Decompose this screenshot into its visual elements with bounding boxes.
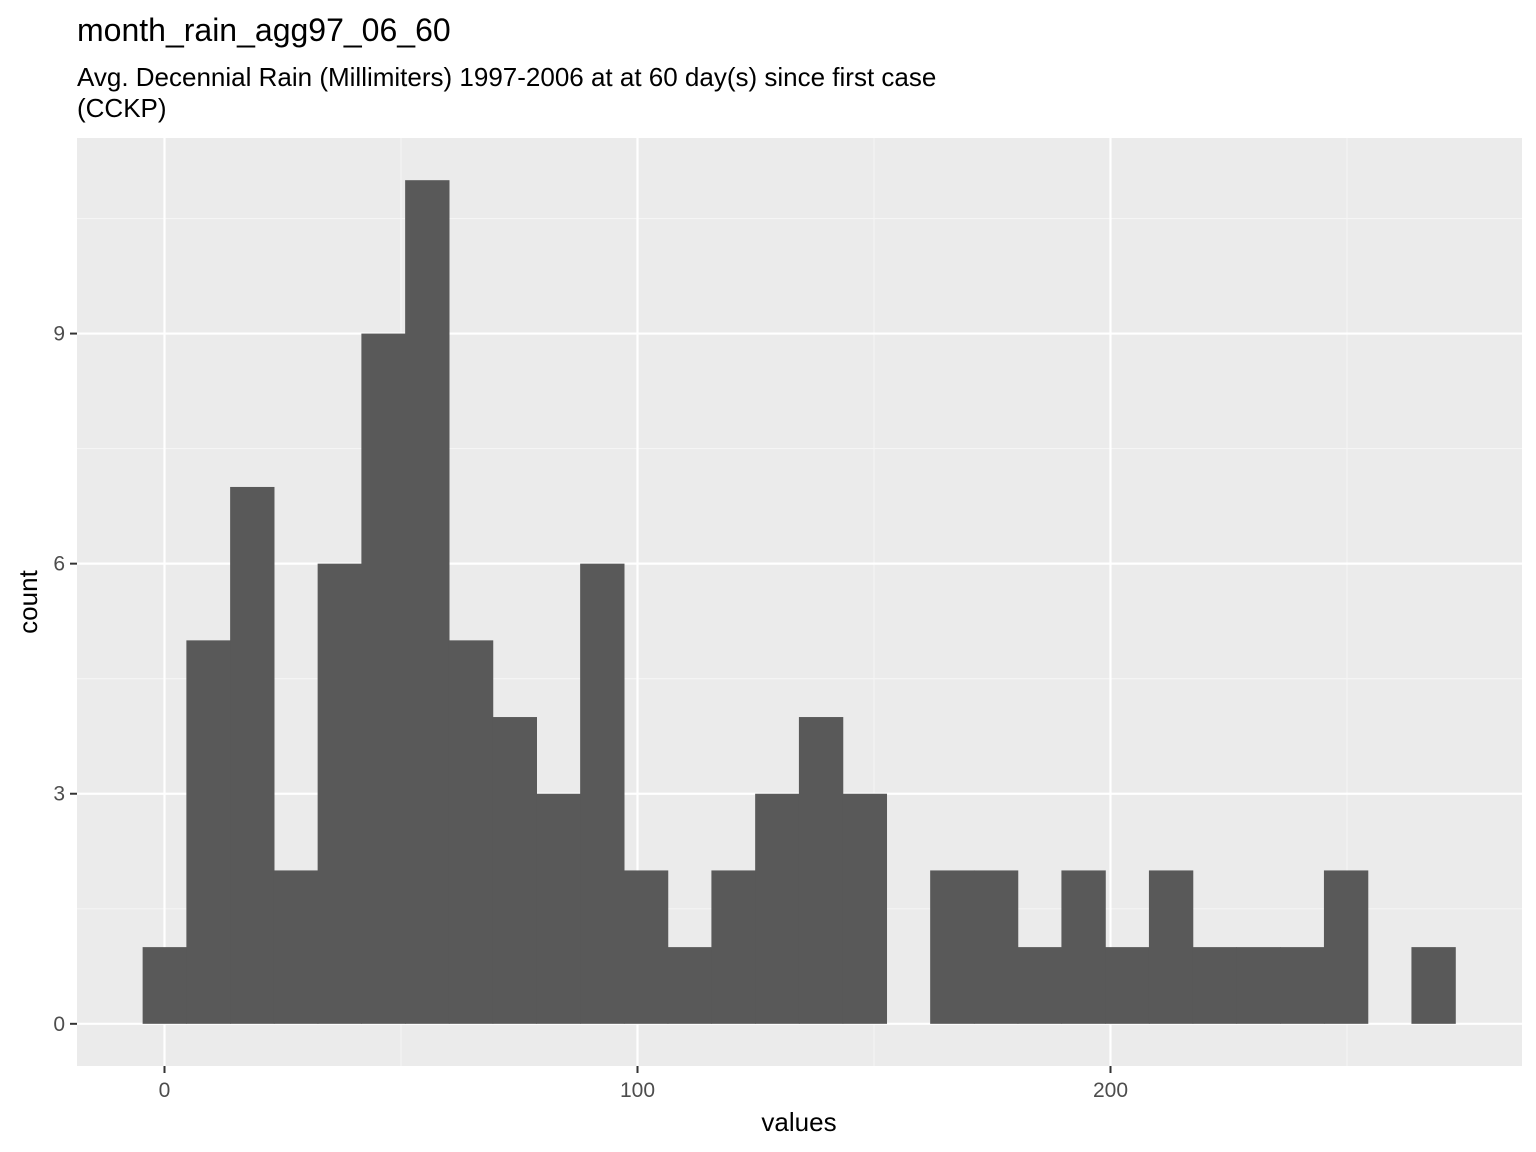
histogram-bar-3	[273, 870, 319, 1024]
x-axis-title: values	[761, 1107, 836, 1137]
histogram-bar-12	[667, 947, 713, 1024]
histogram-bar-24	[1192, 947, 1238, 1024]
histogram-bar-13	[711, 870, 756, 1024]
histogram-bar-20	[1017, 947, 1063, 1024]
y-tick-label-0: 0	[53, 1013, 65, 1036]
y-tick-label-2: 6	[53, 553, 65, 576]
x-tick-label-2: 200	[1093, 1079, 1128, 1102]
histogram-bar-19	[973, 870, 1019, 1024]
x-axis: 0 100 200	[159, 1066, 1128, 1102]
histogram-bar-7	[448, 640, 494, 1024]
histogram-bar-9	[536, 793, 581, 1024]
histogram-bar-2	[230, 486, 275, 1024]
histogram-bar-5	[361, 333, 406, 1024]
histogram-bar-26	[1280, 947, 1325, 1024]
chart-subtitle-line-2: (CCKP)	[77, 93, 167, 123]
histogram-bar-6	[405, 180, 450, 1024]
x-tick-label-0: 0	[159, 1079, 171, 1102]
histogram-bar-1	[186, 640, 231, 1024]
histogram-bar-11	[623, 870, 669, 1024]
histogram-bar-14	[755, 793, 800, 1024]
histogram-bar-16	[842, 793, 888, 1024]
y-tick-label-3: 9	[53, 323, 65, 346]
histogram-bar-22	[1105, 947, 1150, 1024]
histogram-bar-23	[1148, 870, 1194, 1024]
histogram-bar-15	[798, 717, 844, 1024]
y-axis: 0 3 6 9	[53, 323, 77, 1036]
y-axis-title: count	[13, 569, 43, 633]
y-tick-label-1: 3	[53, 783, 65, 806]
histogram-bar-21	[1061, 870, 1106, 1024]
histogram-bars	[142, 180, 1456, 1024]
histogram-bar-10	[580, 563, 625, 1024]
chart-subtitle-line-1: Avg. Decennial Rain (Millimiters) 1997-2…	[77, 62, 936, 92]
histogram-bar-0	[142, 947, 187, 1024]
histogram-bar-4	[317, 563, 362, 1024]
histogram-bar-8	[492, 717, 537, 1024]
histogram-bar-29	[1411, 947, 1456, 1024]
histogram-bar-25	[1236, 947, 1281, 1024]
x-tick-label-1: 100	[620, 1079, 655, 1102]
histogram-bar-27	[1323, 870, 1369, 1024]
chart-title: month_rain_agg97_06_60	[77, 12, 451, 48]
histogram-bar-18	[930, 870, 975, 1024]
